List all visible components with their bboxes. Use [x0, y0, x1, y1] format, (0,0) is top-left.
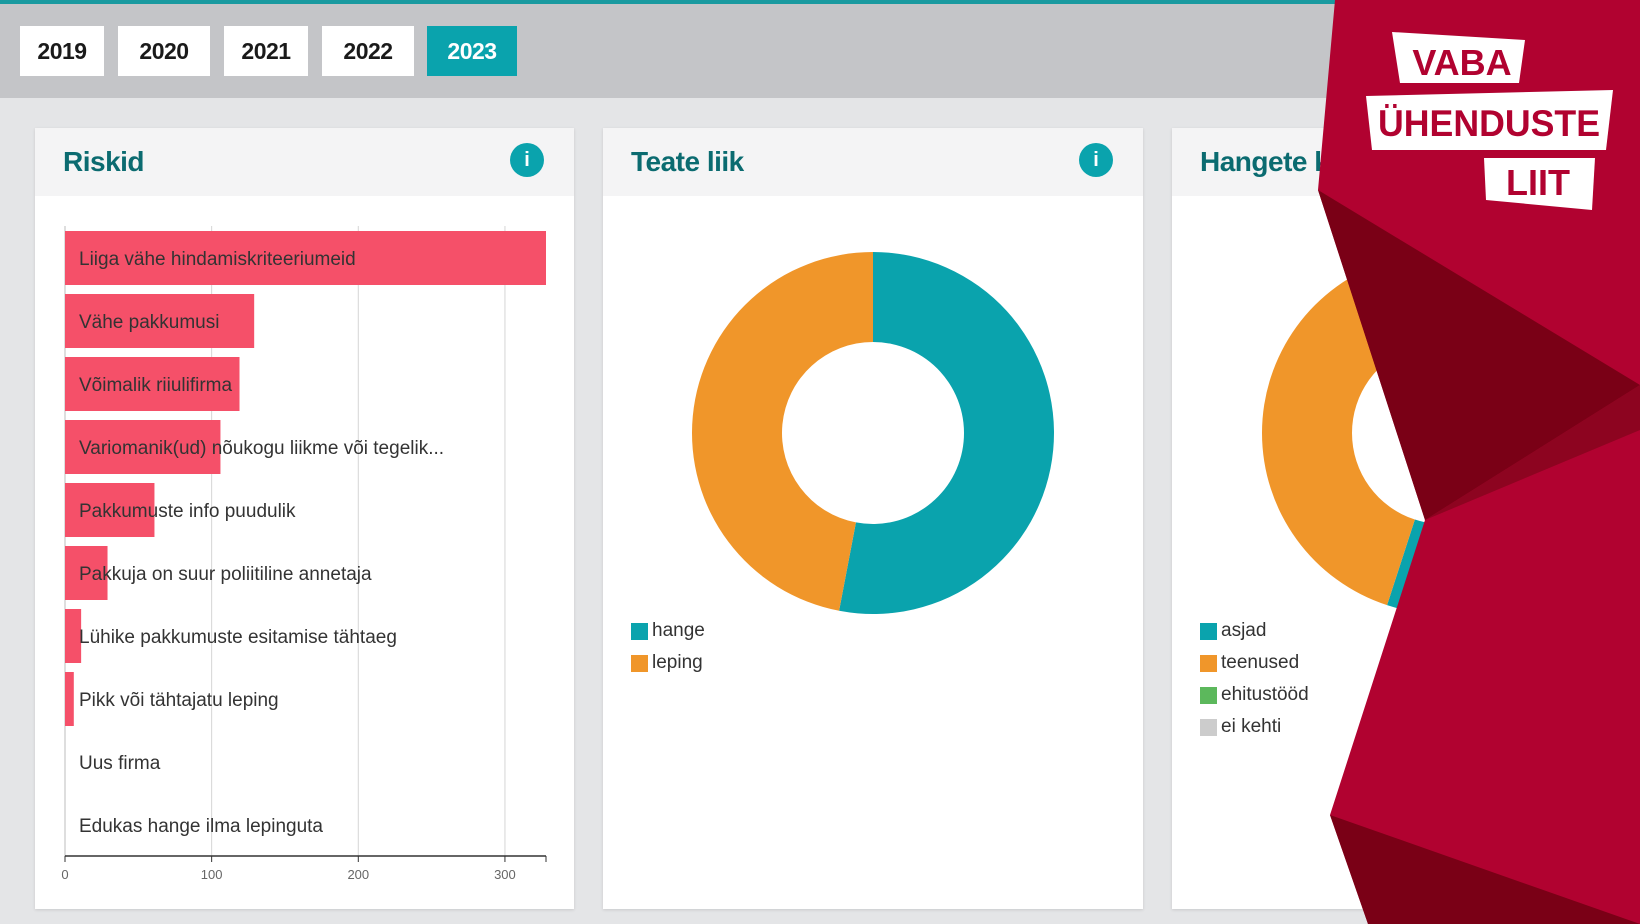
legend-swatch-ei-kehti	[1200, 718, 1217, 736]
riskid-card: Riskid i Liiga vähe hindamiskriteeriumei…	[35, 128, 574, 909]
bar-label: Edukas hange ilma lepinguta	[79, 816, 323, 837]
year-button-2020[interactable]: 2020	[118, 26, 210, 76]
legend-item-ei-kehti[interactable]: ei kehti	[1200, 711, 1309, 743]
year-button-2019[interactable]: 2019	[20, 26, 104, 76]
x-tick-label: 300	[494, 867, 516, 882]
bar-label: Pakkuja on suur poliitiline annetaja	[79, 564, 372, 585]
bar-label: Variomanik(ud) nõukogu liikme või tegeli…	[79, 438, 444, 459]
legend-item-teenused[interactable]: teenused	[1200, 647, 1309, 679]
legend-item-leping[interactable]: leping	[631, 647, 705, 679]
bar	[65, 483, 155, 537]
hangete-card: Hangete k asjad teenused ehitustööd ei k…	[1172, 128, 1640, 909]
year-button-2023[interactable]: 2023	[427, 26, 517, 76]
legend-label-asjad: asjad	[1221, 620, 1267, 641]
bar-label: Uus firma	[79, 753, 161, 774]
donut-slice-teenused	[1262, 260, 1415, 606]
riskid-bar-chart: Liiga vähe hindamiskriteeriumeid Vähe pak…	[61, 226, 547, 882]
year-button-2022[interactable]: 2022	[322, 26, 414, 76]
riskid-card-header: Riskid i	[35, 128, 574, 196]
legend-swatch-asjad	[1200, 622, 1217, 640]
hangete-title: Hangete k	[1200, 146, 1330, 177]
teate-liik-card: Teate liik i hange leping	[603, 128, 1143, 909]
year-filter-bar: 2019 2020 2021 2022 2023	[0, 4, 1640, 98]
donut-slice-hange	[839, 252, 1054, 614]
teate-liik-info-icon[interactable]: i	[1079, 143, 1113, 177]
legend-item-hange[interactable]: hange	[631, 615, 705, 647]
top-accent-line	[0, 0, 1640, 4]
riskid-info-icon[interactable]: i	[510, 143, 544, 177]
teate-liik-card-header: Teate liik i	[603, 128, 1143, 196]
legend-label-ei-kehti: ei kehti	[1221, 716, 1282, 737]
bar	[65, 546, 108, 600]
legend-swatch-hange	[631, 622, 648, 640]
legend-swatch-ehitustood	[1200, 686, 1217, 704]
hangete-legend: asjad teenused ehitustööd ei kehti	[1200, 615, 1309, 743]
bar	[65, 609, 82, 663]
teate-liik-title: Teate liik	[631, 146, 744, 177]
bar	[65, 420, 221, 474]
bar-label: Liiga vähe hindamiskriteeriumeid	[79, 249, 356, 270]
donut-slice-leping	[691, 252, 873, 611]
x-tick-label: 100	[201, 867, 223, 882]
x-tick-label: 200	[347, 867, 369, 882]
riskid-title: Riskid	[63, 146, 145, 177]
bar	[65, 672, 74, 726]
legend-label-ehitustood: ehitustööd	[1221, 684, 1309, 705]
year-button-2021[interactable]: 2021	[224, 26, 308, 76]
legend-swatch-leping	[631, 654, 648, 672]
bar	[65, 357, 240, 411]
legend-label-teenused: teenused	[1221, 652, 1300, 673]
teate-liik-donut-chart	[691, 252, 1054, 614]
x-tick-label: 0	[61, 867, 68, 882]
bar-label: Võimalik riiulifirma	[79, 375, 233, 396]
bar-label: Lühike pakkumuste esitamise tähtaeg	[79, 627, 397, 648]
legend-label-hange: hange	[652, 620, 705, 641]
teate-liik-legend: hange leping	[631, 615, 705, 679]
bar-label: Pikk või tähtajatu leping	[79, 690, 279, 711]
legend-item-ehitustood[interactable]: ehitustööd	[1200, 679, 1309, 711]
bar-label: Vähe pakkumusi	[79, 312, 219, 333]
legend-item-asjad[interactable]: asjad	[1200, 615, 1309, 647]
legend-label-leping: leping	[652, 652, 703, 673]
bar	[65, 231, 546, 285]
bar-label: Pakkumuste info puudulik	[79, 501, 296, 522]
bar	[65, 294, 255, 348]
hangete-card-header: Hangete k	[1172, 128, 1640, 196]
legend-swatch-teenused	[1200, 654, 1217, 672]
